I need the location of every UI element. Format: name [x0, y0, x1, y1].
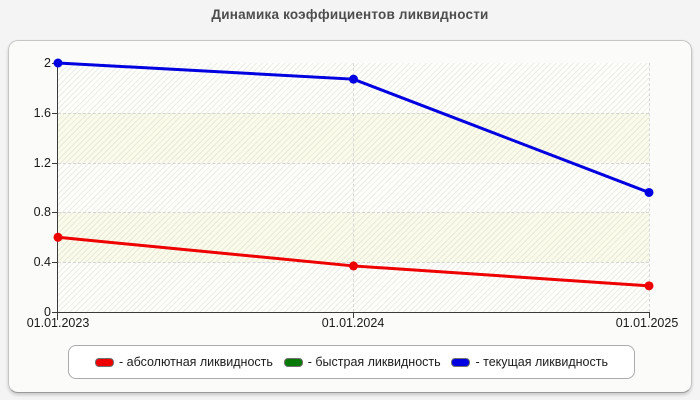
legend-item-quick-liquidity: - быстрая ликвидность — [283, 355, 441, 369]
x-axis-label: 01.01.2023 — [26, 316, 90, 330]
y-axis-label: 2 — [44, 56, 51, 70]
legend-label: - текущая ликвидность — [475, 355, 608, 369]
gridline-v-2024 — [353, 63, 354, 312]
legend-item-absolute-liquidity: - абсолютная ликвидность — [95, 355, 273, 369]
y-axis-label: 0 — [44, 305, 51, 319]
chart-legend: - абсолютная ликвидность - быстрая ликви… — [68, 345, 635, 379]
green-series-swatch-icon — [283, 357, 303, 367]
x-tick-2025 — [649, 312, 650, 318]
y-tick-0.8 — [52, 212, 58, 214]
legend-label: - абсолютная ликвидность — [119, 355, 273, 369]
blue-series-swatch-icon — [451, 357, 471, 367]
x-tick-2024 — [353, 312, 354, 318]
x-axis-label: 01.01.2024 — [321, 316, 385, 330]
legend-item-current-liquidity: - текущая ликвидность — [451, 355, 608, 369]
gridline-v-2025 — [649, 63, 650, 312]
line-series-canvas — [53, 58, 654, 291]
y-axis-label: 0.8 — [33, 205, 51, 220]
y-axis-line — [57, 63, 58, 320]
x-axis-line — [58, 312, 650, 313]
y-axis-label: 1.6 — [33, 105, 51, 120]
y-tick-1.6 — [52, 112, 58, 114]
chart-card: 2 1.6 1.2 0.8 0.4 0 01.01.2023 01.01.202… — [8, 40, 692, 393]
page-title: Динамика коэффициентов ликвидности — [211, 7, 489, 22]
y-axis-label: 1.2 — [33, 155, 51, 170]
y-tick-1.2 — [52, 162, 58, 164]
y-tick-0.4 — [52, 262, 58, 264]
x-axis-label: 01.01.2025 — [615, 316, 679, 330]
legend-label: - быстрая ликвидность — [307, 355, 441, 369]
y-axis-label: 0.4 — [33, 255, 51, 270]
y-tick-0 — [52, 312, 58, 313]
red-series-swatch-icon — [95, 357, 114, 367]
